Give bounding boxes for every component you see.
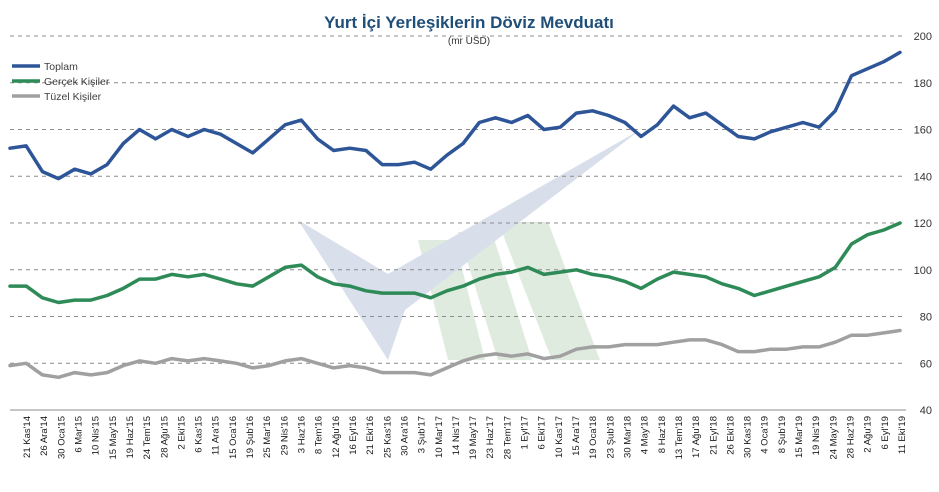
x-tick-label: 10 Kas'17 [554, 416, 565, 458]
x-tick-label: 8 Şub'19 [777, 416, 788, 453]
x-tick-label: 16 Eyl'16 [348, 416, 359, 455]
x-tick-label: 21 Eyl'18 [708, 416, 719, 455]
x-tick-label: 30 Oca'15 [56, 416, 67, 459]
x-tick-label: 13 Tem'18 [674, 416, 685, 459]
x-tick-label: 23 Haz'17 [485, 416, 496, 458]
x-tick-label: 15 May'15 [108, 416, 119, 460]
watermark-logo [298, 130, 640, 360]
x-tick-label: 12 Ağu'16 [331, 416, 342, 458]
x-tick-label: 2 Ağu'19 [863, 416, 874, 453]
x-tick-label: 19 Oca'18 [588, 416, 599, 459]
x-tick-label: 10 Mar'17 [434, 416, 445, 458]
y-tick-label: 60 [920, 358, 932, 370]
x-tick-label: 15 Oca'16 [228, 416, 239, 459]
x-tick-label: 1 Eyl'17 [520, 416, 531, 450]
x-tick-label: 11 Eki'19 [897, 416, 908, 454]
series-line-1 [8, 50, 902, 181]
legend-label: Tüzel Kişiler [44, 91, 102, 103]
x-tick-label: 29 Nis'16 [279, 416, 290, 455]
x-tick-label: 23 Şub'18 [605, 416, 616, 459]
x-tick-label: 14 Nis'17 [451, 416, 462, 455]
chart-subtitle: (mr USD) [448, 36, 490, 47]
legend: Toplam Gerçek Kişiler Tüzel Kişiler [12, 61, 110, 103]
x-tick-label: 26 Ara'14 [39, 416, 50, 456]
x-tick-label: 25 Kas'16 [382, 416, 393, 458]
x-tick-label: 6 Kas'15 [194, 416, 205, 453]
x-tick-label: 17 Ağu'18 [691, 416, 702, 458]
y-tick-label: 40 [920, 405, 932, 417]
x-tick-label: 30 Ara'16 [399, 416, 410, 456]
x-tick-label: 25 Mar'16 [262, 416, 273, 458]
x-tick-label: 19 Şub'16 [245, 416, 256, 459]
x-tick-label: 6 Eyl'19 [880, 416, 891, 450]
y-tick-label: 80 [920, 312, 932, 324]
y-tick-label: 140 [914, 171, 932, 183]
x-tick-label: 3 Şub'17 [417, 416, 428, 453]
x-tick-label: 21 Kas'14 [22, 416, 33, 458]
x-tick-label: 30 Kas'18 [743, 416, 754, 458]
series-lines [8, 50, 902, 380]
x-tick-label: 19 May'17 [468, 416, 479, 460]
legend-label: Toplam [44, 61, 78, 73]
x-tick-label: 24 May'19 [828, 416, 839, 460]
legend-label: Gerçek Kişiler [44, 76, 110, 88]
y-tick-label: 120 [914, 218, 932, 230]
x-tick-label: 28 Tem'17 [502, 416, 513, 459]
x-tick-label: 4 May'18 [640, 416, 651, 454]
x-tick-label: 8 Tem'16 [314, 416, 325, 454]
x-tick-label: 15 Ara'17 [571, 416, 582, 456]
series-line-2 [8, 221, 902, 305]
x-tick-label: 21 Eki'16 [365, 416, 376, 455]
y-tick-label: 100 [914, 265, 932, 277]
y-tick-label: 200 [914, 31, 932, 43]
x-tick-label: 28 Haz'19 [846, 416, 857, 458]
x-tick-label: 2 Eki'15 [176, 416, 187, 450]
x-tick-label: 19 Nis'19 [811, 416, 822, 455]
x-tick-label: 11 Ara'15 [211, 416, 222, 455]
x-tick-label: 24 Tem'15 [142, 416, 153, 459]
y-tick-label: 180 [914, 78, 932, 90]
chart-title: Yurt İçi Yerleşiklerin Döviz Mevduatı [324, 13, 614, 32]
x-tick-label: 19 Haz'15 [125, 416, 136, 458]
y-axis: 40 60 80 100 120 140 160 180 200 [914, 31, 932, 417]
x-tick-label: 4 Oca'19 [760, 416, 771, 454]
x-tick-label: 15 Mar'19 [794, 416, 805, 458]
x-tick-label: 26 Eki'18 [725, 416, 736, 455]
series-line-3 [8, 328, 902, 380]
x-tick-label: 8 Haz'18 [657, 416, 668, 453]
x-tick-label: 30 Mar'18 [622, 416, 633, 458]
x-tick-label: 28 Ağu'15 [159, 416, 170, 458]
x-tick-label: 6 Mar'15 [73, 416, 84, 453]
x-tick-label: 10 Nis'15 [91, 416, 102, 455]
x-axis: 21 Kas'14 26 Ara'14 30 Oca'15 6 Mar'15 10 Ni… [22, 416, 908, 460]
x-tick-label: 6 Eki'17 [537, 416, 548, 450]
y-tick-label: 160 [914, 125, 932, 137]
x-tick-label: 3 Haz'16 [297, 416, 308, 453]
